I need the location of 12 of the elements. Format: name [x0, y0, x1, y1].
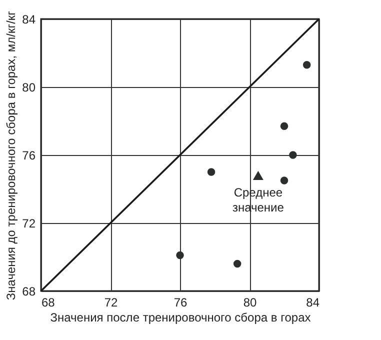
y-tick-label: 80 [22, 80, 36, 94]
y-tick-label: 76 [22, 148, 36, 162]
x-tick-label: 80 [243, 296, 257, 310]
x-tick-label: 76 [174, 296, 188, 310]
x-tick-label: 68 [42, 296, 56, 310]
x-tick-label: 72 [104, 296, 118, 310]
x-tick-label: 84 [306, 296, 320, 310]
x-axis-title: Значения после тренировочного сбора в горах [50, 310, 311, 324]
y-axis-title: Значения до тренировочного сбора в горах, мл/кг/кг [4, 10, 18, 300]
y-tick-label: 84 [22, 12, 36, 26]
y-tick-label: 68 [22, 284, 36, 298]
y-tick-label: 72 [22, 216, 36, 230]
